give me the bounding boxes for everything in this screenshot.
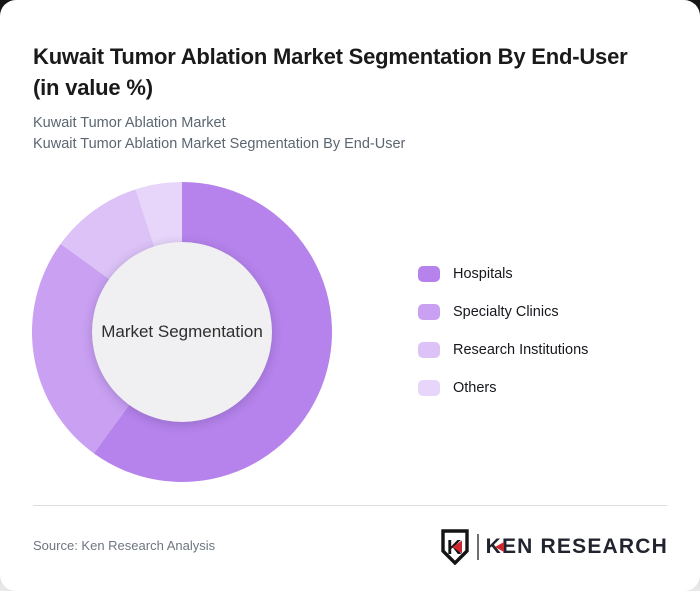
subtitle-line-1: Kuwait Tumor Ablation Market — [33, 115, 226, 131]
legend-swatch-research-institutions — [418, 342, 440, 358]
shield-k-icon: K — [440, 529, 469, 565]
subtitle-block: Kuwait Tumor Ablation Market Kuwait Tumo… — [33, 113, 405, 155]
source-text: Source: Ken Research Analysis — [33, 538, 216, 553]
page-title: Kuwait Tumor Ablation Market Segmentatio… — [33, 43, 628, 100]
footer-divider — [33, 505, 667, 506]
donut-center-label: Market Segmentation — [101, 322, 263, 341]
legend-swatch-specialty-clinics — [418, 304, 440, 320]
donut-hole: Market Segmentation — [92, 242, 272, 422]
ken-research-logo: K KEN RESEARCH — [440, 529, 668, 565]
wordmark-k: K — [485, 535, 502, 558]
legend-swatch-hospitals — [418, 266, 440, 282]
legend-label: Hospitals — [453, 266, 513, 282]
legend-item-specialty-clinics: Specialty Clinics — [418, 304, 588, 320]
subtitle-line-2: Kuwait Tumor Ablation Market Segmentatio… — [33, 136, 406, 152]
legend: Hospitals Specialty Clinics Research Ins… — [418, 266, 588, 396]
legend-item-research-institutions: Research Institutions — [418, 342, 588, 358]
brand-wordmark: K EN RESEARCH — [486, 535, 668, 559]
logo-separator — [476, 534, 479, 560]
legend-item-others: Others — [418, 380, 588, 396]
legend-label: Research Institutions — [453, 342, 589, 358]
legend-label: Specialty Clinics — [453, 304, 559, 320]
legend-label: Others — [453, 380, 497, 396]
legend-item-hospitals: Hospitals — [418, 266, 588, 282]
wordmark-rest: EN RESEARCH — [501, 535, 668, 558]
donut-chart: Market Segmentation — [32, 182, 332, 482]
red-triangle-icon — [494, 542, 504, 552]
legend-swatch-others — [418, 380, 440, 396]
